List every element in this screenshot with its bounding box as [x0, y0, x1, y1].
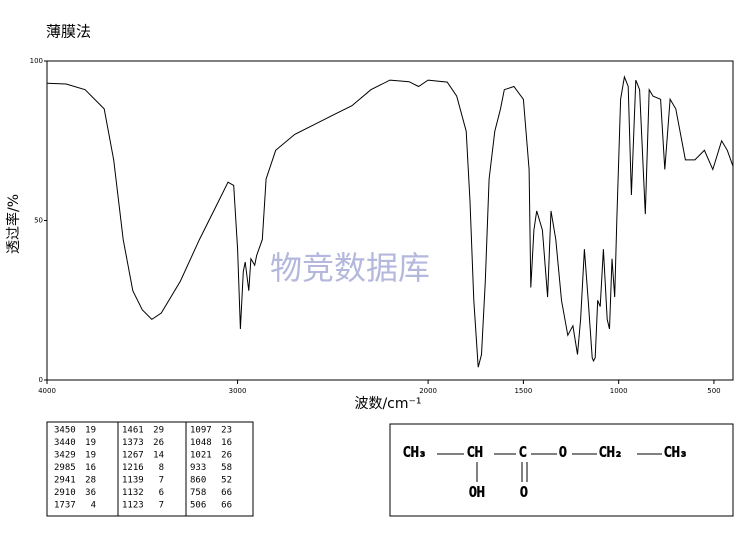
- table-cell: 26: [153, 438, 164, 448]
- table-cell: 1123: [122, 501, 144, 511]
- atom: CH: [467, 446, 483, 461]
- table-cell: 1216: [122, 463, 144, 473]
- y-axis-label: 透过率/%: [5, 194, 22, 254]
- table-cell: 8: [159, 463, 164, 473]
- x-tick-label: 4000: [38, 387, 56, 395]
- table-cell: 1737: [54, 501, 76, 511]
- table-cell: 1097: [190, 426, 212, 436]
- table-cell: 14: [153, 451, 164, 461]
- table-cell: 933: [190, 463, 206, 473]
- table-cell: 36: [85, 488, 96, 498]
- table-cell: 6: [159, 488, 164, 498]
- structure: CH₃ CH C O CH₂ CH₃ OH O: [403, 445, 688, 501]
- table-cell: 2910: [54, 488, 76, 498]
- watermark: 物竞数据库: [270, 249, 430, 287]
- x-tick-label: 1000: [610, 387, 628, 395]
- table-cell: 23: [221, 426, 232, 436]
- atom: O: [520, 486, 528, 501]
- table-cell: 3429: [54, 451, 76, 461]
- table-cell: 3450: [54, 426, 76, 436]
- table-cell: 66: [221, 501, 232, 511]
- table-cell: 26: [221, 451, 232, 461]
- y-tick-label: 0: [39, 376, 43, 384]
- atom: CH₃: [403, 446, 426, 461]
- table-cell: 19: [85, 426, 96, 436]
- atom: C: [519, 446, 527, 461]
- atom: CH₃: [664, 446, 687, 461]
- spectrum-line: [46, 75, 734, 368]
- table-cell: 52: [221, 476, 232, 486]
- table-cell: 1373: [122, 438, 144, 448]
- table-cell: 758: [190, 488, 206, 498]
- table-cell: 28: [85, 476, 96, 486]
- atom: CH₂: [599, 446, 622, 461]
- table-cell: 860: [190, 476, 206, 486]
- table-cell: 506: [190, 501, 206, 511]
- x-tick-label: 3000: [229, 387, 247, 395]
- title: 薄膜法: [46, 23, 91, 41]
- y-tick-label: 100: [30, 57, 43, 65]
- table-cell: 2941: [54, 476, 76, 486]
- table-cell: 66: [221, 488, 232, 498]
- table-cell: 7: [159, 501, 164, 511]
- table-cell: 19: [85, 438, 96, 448]
- table-cell: 29: [153, 426, 164, 436]
- table-cell: 19: [85, 451, 96, 461]
- x-tick-label: 500: [707, 387, 720, 395]
- table-cell: 2985: [54, 463, 76, 473]
- plot-frame: [46, 60, 734, 381]
- atom: OH: [469, 486, 485, 501]
- table-cell: 1048: [190, 438, 212, 448]
- table-cell: 1132: [122, 488, 144, 498]
- table-cell: 3440: [54, 438, 76, 448]
- y-tick-label: 50: [34, 217, 43, 225]
- table-cell: 1139: [122, 476, 144, 486]
- structure-frame: [389, 423, 734, 517]
- table-cell: 1021: [190, 451, 212, 461]
- table-cell: 16: [85, 463, 96, 473]
- x-tick-label: 2000: [419, 387, 437, 395]
- peak-table-frame: [46, 421, 254, 517]
- table-cell: 58: [221, 463, 232, 473]
- table-cell: 1461: [122, 426, 144, 436]
- table-cell: 1267: [122, 451, 144, 461]
- table-cell: 4: [91, 501, 96, 511]
- table-cell: 16: [221, 438, 232, 448]
- x-axis-label: 波数/cm⁻¹: [354, 396, 421, 412]
- x-tick-label: 1500: [514, 387, 532, 395]
- table-cell: 7: [159, 476, 164, 486]
- atom: O: [559, 446, 567, 461]
